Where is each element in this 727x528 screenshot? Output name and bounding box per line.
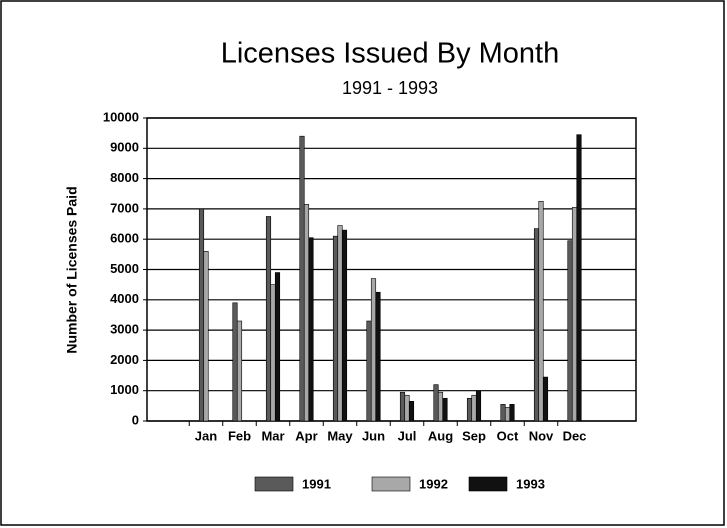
- x-tick-label: Mar: [261, 428, 284, 443]
- y-tick-label: 0: [132, 412, 139, 427]
- bar: [500, 404, 506, 422]
- plot-frame: [146, 117, 637, 422]
- x-tick-label: Aug: [428, 428, 453, 443]
- y-tick-label: 7000: [110, 200, 139, 215]
- y-tick-label: 8000: [110, 170, 139, 185]
- bar: [437, 391, 444, 422]
- x-tick-label: Sep: [462, 428, 486, 443]
- x-tick-label: Dec: [563, 428, 587, 443]
- bar: [366, 320, 372, 422]
- bar: [408, 401, 415, 422]
- bar: [203, 251, 209, 422]
- bar: [274, 272, 281, 422]
- bar: [533, 228, 540, 422]
- legend-label: 1992: [419, 476, 448, 491]
- chart-title: Licenses Issued By Month: [221, 38, 560, 70]
- y-tick-label: 1000: [110, 382, 139, 397]
- legend-label: 1993: [516, 476, 545, 491]
- bar: [504, 407, 511, 422]
- bar: [442, 397, 448, 422]
- bar: [433, 384, 439, 422]
- bar: [509, 404, 515, 422]
- y-tick-label: 2000: [110, 352, 139, 367]
- bar: [542, 376, 549, 422]
- x-tick-label: Apr: [295, 428, 317, 443]
- x-tick-label: May: [327, 428, 353, 443]
- bar: [466, 397, 473, 422]
- x-tick-label: Jul: [398, 428, 417, 443]
- bar: [232, 302, 238, 422]
- legend-swatch: [254, 476, 294, 492]
- bar: [571, 207, 578, 422]
- bar: [308, 237, 314, 422]
- y-tick-label: 10000: [103, 109, 139, 124]
- bar: [399, 391, 406, 422]
- y-axis-label: Number of Licenses Paid: [64, 186, 80, 353]
- bar: [337, 225, 343, 422]
- x-tick-label: Feb: [228, 428, 251, 443]
- x-tick-label: Jan: [195, 428, 217, 443]
- bar: [341, 229, 348, 422]
- bar: [299, 135, 305, 422]
- y-tick-label: 5000: [110, 261, 139, 276]
- bar: [370, 278, 377, 422]
- bar: [404, 394, 410, 422]
- bar: [538, 201, 544, 422]
- bar: [375, 291, 381, 422]
- x-tick-label: Oct: [497, 428, 519, 443]
- bar: [332, 235, 339, 422]
- bar: [471, 394, 477, 422]
- bar: [576, 134, 582, 422]
- y-tick-label: 9000: [110, 140, 139, 155]
- x-tick-label: Jun: [362, 428, 385, 443]
- bar: [198, 208, 205, 422]
- bar: [270, 284, 276, 422]
- bar: [236, 320, 243, 422]
- x-tick-label: Nov: [529, 428, 554, 443]
- bar: [567, 240, 573, 422]
- y-tick-label: 6000: [110, 231, 139, 246]
- y-tick-label: 3000: [110, 322, 139, 337]
- legend-label: 1991: [302, 476, 331, 491]
- chart-subtitle: 1991 - 1993: [342, 78, 438, 98]
- bar: [303, 204, 310, 422]
- y-tick-label: 4000: [110, 291, 139, 306]
- legend-swatch: [371, 476, 411, 492]
- bar: [475, 390, 482, 422]
- legend-swatch: [468, 476, 508, 492]
- bar: [265, 216, 272, 422]
